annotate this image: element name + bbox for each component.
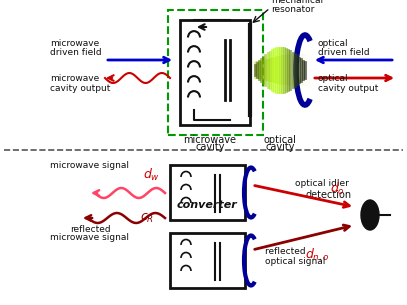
Text: microwave signal: microwave signal xyxy=(50,161,129,170)
Text: detection: detection xyxy=(306,190,352,200)
Text: converter: converter xyxy=(177,200,237,210)
Text: cavity output: cavity output xyxy=(50,84,110,93)
Text: reflected: reflected xyxy=(265,247,309,256)
Text: driven field: driven field xyxy=(318,48,370,57)
Text: $d_o$: $d_o$ xyxy=(330,181,345,197)
Text: $c_R$: $c_R$ xyxy=(140,212,154,225)
Text: optical: optical xyxy=(264,135,296,145)
Text: cavity output: cavity output xyxy=(318,84,379,93)
Ellipse shape xyxy=(361,200,379,230)
Text: mechanical: mechanical xyxy=(271,0,323,5)
Text: microwave: microwave xyxy=(50,39,99,48)
Text: microwave: microwave xyxy=(184,135,236,145)
Text: $d_{n,o}$: $d_{n,o}$ xyxy=(305,247,330,264)
Text: optical signal: optical signal xyxy=(265,257,325,266)
Text: reflected: reflected xyxy=(70,225,110,234)
Text: cavity: cavity xyxy=(265,142,295,152)
Text: driven field: driven field xyxy=(50,48,102,57)
Bar xyxy=(170,165,245,220)
Bar xyxy=(180,20,250,125)
Text: optical idler: optical idler xyxy=(295,179,352,188)
Text: optical: optical xyxy=(318,74,349,83)
Text: optical: optical xyxy=(318,39,349,48)
Text: cavity: cavity xyxy=(195,142,225,152)
Text: resonator: resonator xyxy=(271,5,314,14)
Text: microwave: microwave xyxy=(50,74,99,83)
Text: $d_w$: $d_w$ xyxy=(143,167,160,183)
Text: microwave signal: microwave signal xyxy=(50,233,129,242)
Bar xyxy=(170,233,245,288)
